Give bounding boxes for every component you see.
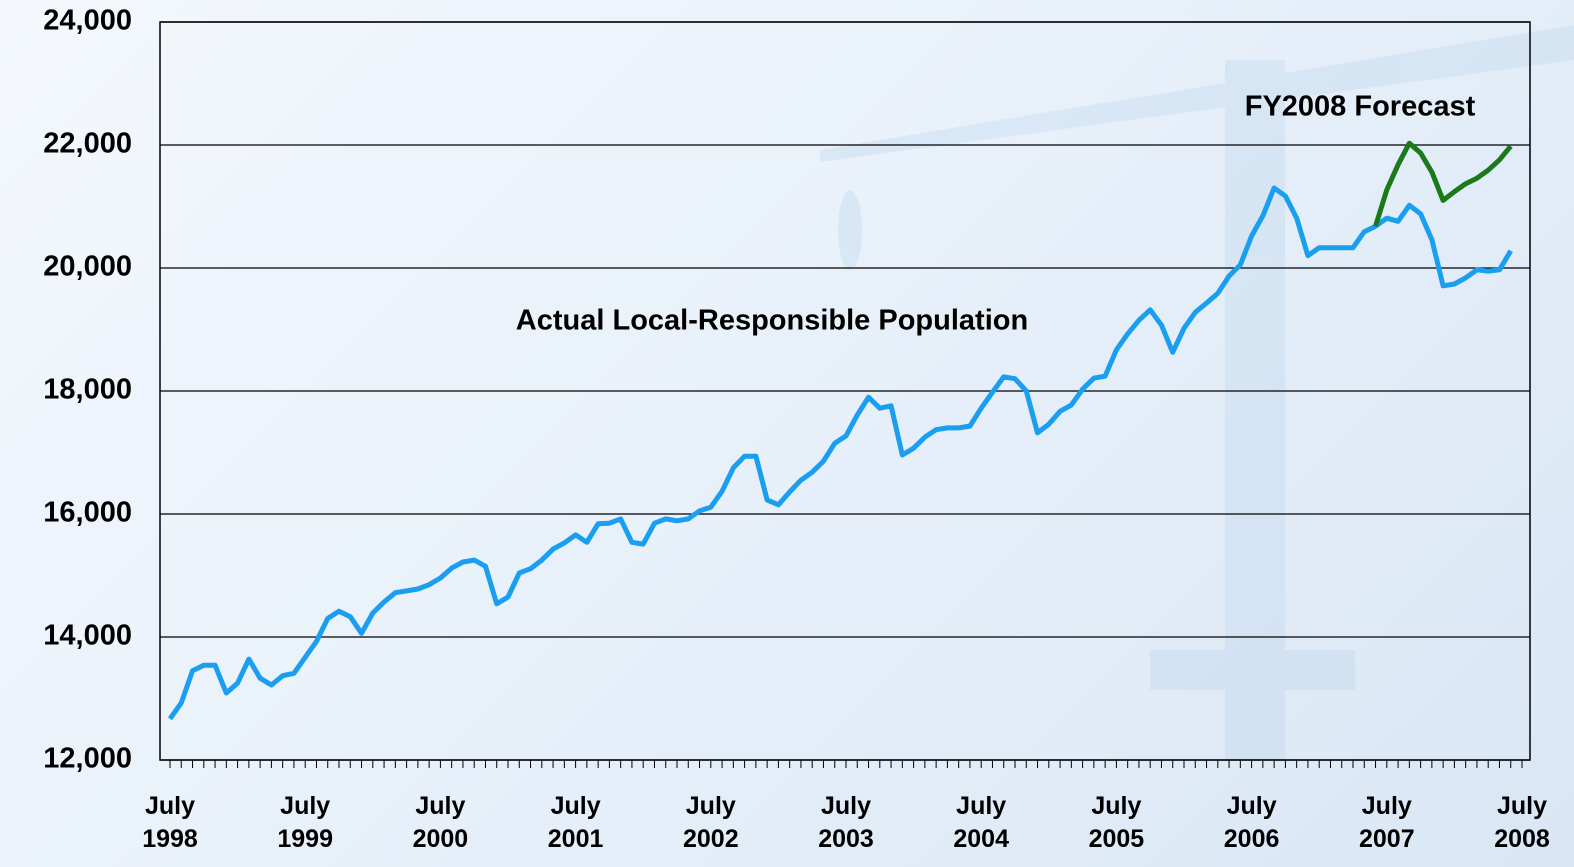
x-tick-label: July 2007 — [1358, 792, 1415, 853]
x-tick-label: July 1999 — [277, 792, 333, 853]
x-tick-label: July 2005 — [1088, 792, 1145, 853]
x-tick-label: July 1998 — [142, 792, 198, 853]
line-series — [167, 185, 1513, 721]
line-series — [1373, 140, 1513, 227]
annotation: Actual Local-Responsible Population — [516, 305, 1028, 337]
x-tick-label: July 2006 — [1223, 792, 1280, 853]
y-tick-label: 14,000 — [43, 620, 132, 652]
annotation: FY2008 Forecast — [1245, 91, 1476, 123]
y-tick-label: 20,000 — [43, 251, 132, 283]
y-tick-label: 24,000 — [43, 5, 132, 37]
x-tick-label: July 2008 — [1494, 792, 1550, 853]
x-tick-label: July 2001 — [547, 792, 604, 853]
y-tick-label: 12,000 — [43, 743, 132, 775]
y-tick-label: 18,000 — [43, 374, 132, 406]
y-tick-label: 22,000 — [43, 128, 132, 160]
x-tick-label: July 2000 — [412, 792, 469, 853]
y-tick-label: 16,000 — [43, 497, 132, 529]
x-tick-label: July 2003 — [818, 792, 874, 853]
x-tick-label: July 2004 — [953, 792, 1009, 853]
x-tick-label: July 2002 — [682, 792, 739, 853]
background-scale — [820, 25, 1574, 760]
